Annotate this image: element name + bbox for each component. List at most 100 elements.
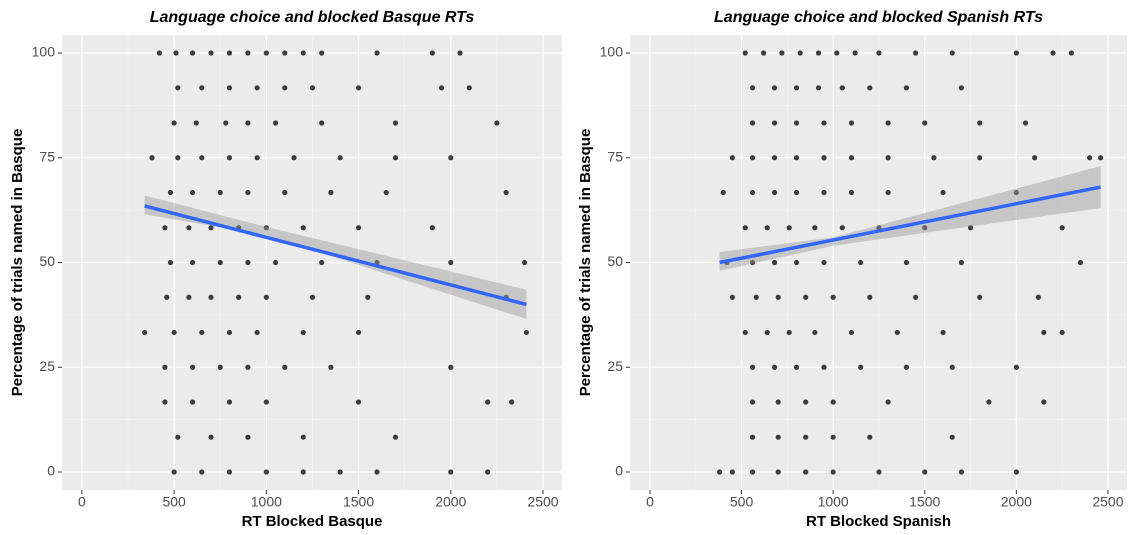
- point: [448, 364, 454, 370]
- point: [217, 189, 223, 196]
- x-tick-label: 0: [78, 494, 86, 510]
- point: [226, 329, 233, 336]
- point: [171, 120, 177, 126]
- point: [208, 434, 214, 440]
- point: [764, 225, 770, 231]
- point: [848, 155, 855, 161]
- point: [509, 399, 515, 405]
- point: [940, 189, 946, 196]
- point: [1059, 225, 1065, 231]
- point: [858, 364, 864, 370]
- point: [1013, 189, 1019, 196]
- point: [485, 469, 491, 475]
- point: [392, 155, 399, 161]
- point: [922, 469, 928, 475]
- point: [466, 85, 472, 91]
- point: [226, 399, 233, 405]
- point: [254, 85, 260, 91]
- point: [949, 434, 955, 440]
- point: [749, 469, 756, 475]
- point: [977, 120, 983, 126]
- point: [383, 189, 389, 196]
- point: [374, 50, 380, 56]
- point: [729, 469, 736, 475]
- point: [245, 364, 251, 370]
- point: [867, 294, 873, 300]
- point: [457, 50, 463, 56]
- point: [392, 120, 399, 126]
- point: [226, 85, 233, 91]
- point: [186, 225, 192, 231]
- point: [771, 120, 778, 126]
- y-tick-label: 50: [39, 253, 55, 269]
- point: [337, 155, 343, 161]
- point: [328, 189, 334, 196]
- point: [309, 294, 316, 300]
- point: [1032, 155, 1038, 161]
- point: [834, 50, 840, 56]
- point: [885, 155, 891, 161]
- point: [263, 399, 269, 405]
- point: [175, 434, 181, 440]
- point: [821, 364, 827, 370]
- point: [319, 50, 325, 56]
- x-tick-label: 500: [162, 494, 186, 510]
- y-tick-label: 25: [39, 358, 55, 374]
- x-tick-label: 1000: [818, 494, 849, 510]
- point: [173, 50, 179, 56]
- point: [272, 120, 279, 126]
- y-tick-label: 75: [607, 148, 623, 164]
- point: [793, 189, 800, 196]
- point: [282, 50, 288, 56]
- y-axis-label: Percentage of trials named in Basque: [577, 129, 594, 397]
- point: [793, 85, 800, 91]
- point: [876, 50, 882, 56]
- point: [753, 294, 759, 300]
- point: [245, 259, 251, 266]
- point: [848, 329, 855, 336]
- x-axis-label: RT Blocked Basque: [242, 513, 383, 530]
- x-tick-label: 1000: [251, 494, 282, 510]
- point: [958, 469, 964, 475]
- x-tick-label: 2000: [435, 494, 466, 510]
- point: [867, 85, 873, 91]
- point: [1068, 50, 1074, 56]
- y-tick-label: 100: [32, 44, 56, 60]
- point: [291, 155, 297, 161]
- point: [245, 434, 251, 440]
- point: [775, 434, 781, 440]
- point: [729, 155, 736, 161]
- point: [867, 434, 873, 440]
- point: [429, 50, 435, 56]
- point: [175, 155, 181, 161]
- point: [171, 469, 177, 475]
- y-tick-label: 50: [607, 253, 623, 269]
- point: [742, 329, 748, 336]
- point: [803, 294, 809, 300]
- point: [771, 259, 778, 266]
- point: [803, 399, 809, 405]
- point: [1077, 259, 1084, 266]
- point: [328, 364, 334, 370]
- point: [830, 469, 836, 475]
- point: [749, 120, 756, 126]
- point: [852, 50, 858, 56]
- point: [167, 189, 174, 196]
- point: [355, 329, 362, 336]
- point: [1035, 294, 1041, 300]
- point: [186, 294, 192, 300]
- point: [245, 120, 251, 126]
- point: [1013, 364, 1019, 370]
- point: [149, 155, 155, 161]
- point: [821, 155, 827, 161]
- point: [885, 120, 891, 126]
- point: [300, 329, 306, 336]
- point: [355, 225, 362, 231]
- point: [903, 85, 910, 91]
- point: [1059, 329, 1065, 336]
- point: [142, 329, 148, 336]
- point: [263, 225, 269, 231]
- y-axis-label: Percentage of trials named in Basque: [9, 129, 26, 397]
- point: [263, 294, 269, 300]
